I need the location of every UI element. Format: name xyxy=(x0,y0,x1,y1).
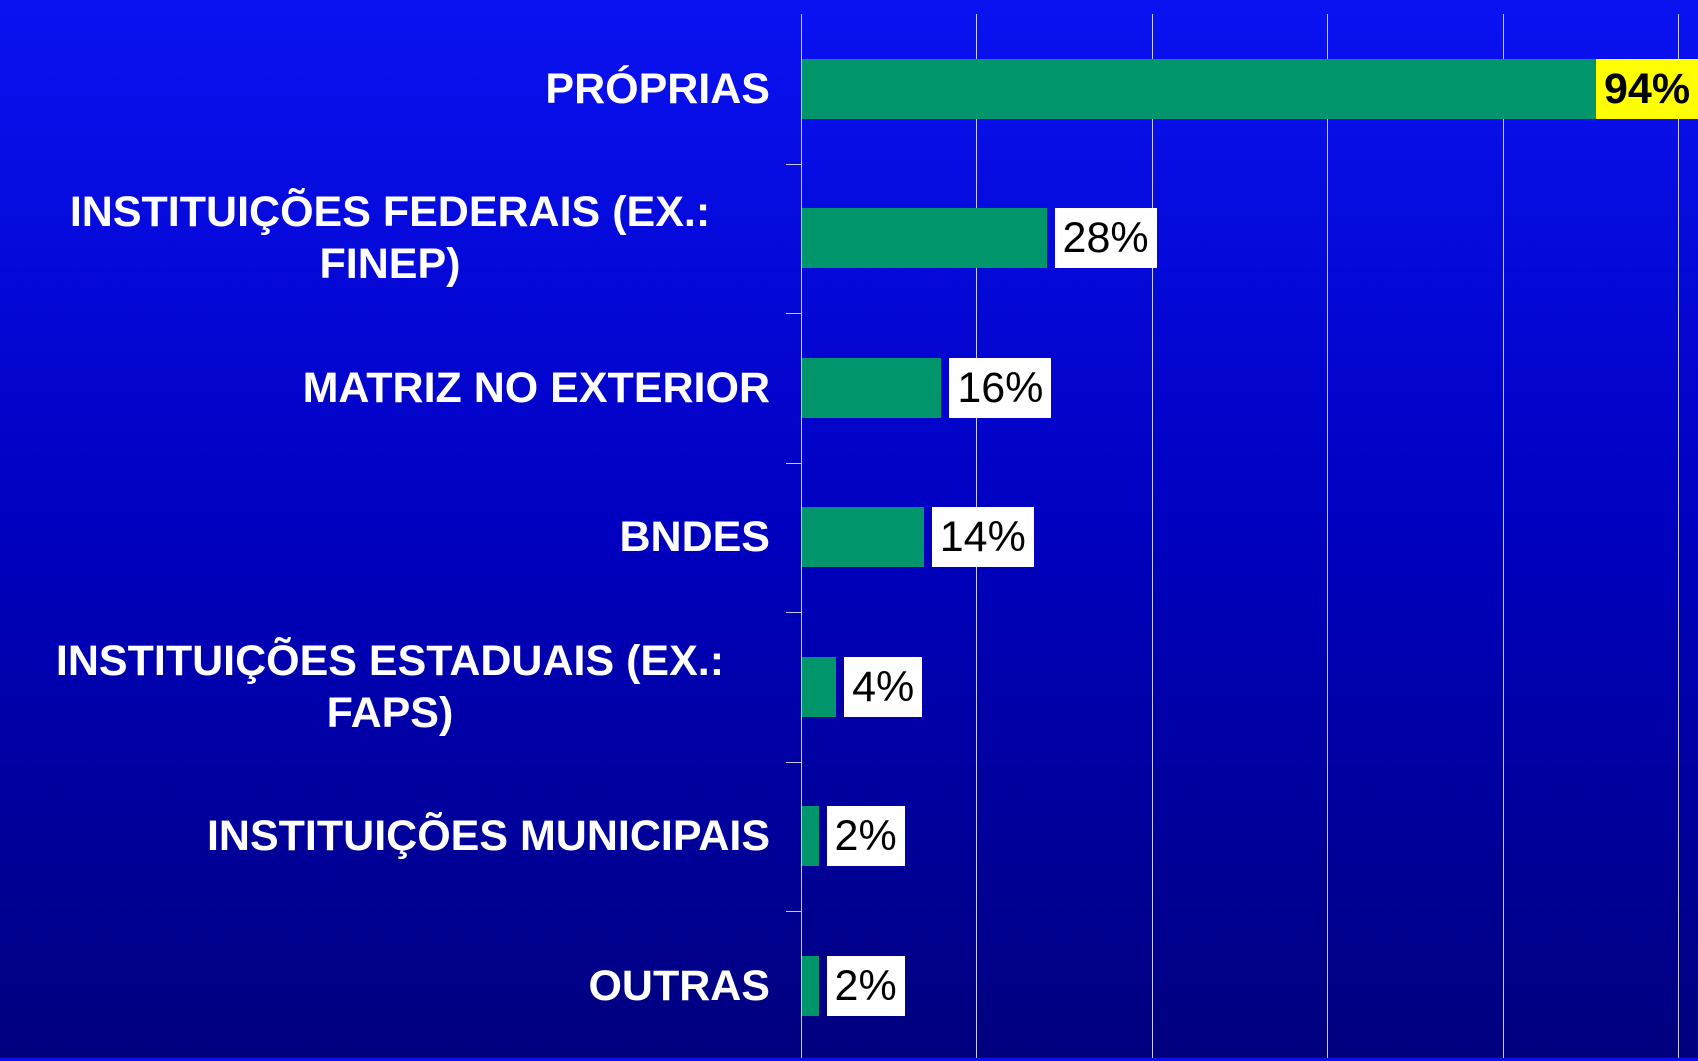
category-text: INSTITUIÇÕES MUNICIPAIS xyxy=(206,812,770,861)
axis-tick xyxy=(786,761,801,763)
category-label: PRÓPRIAS xyxy=(10,14,770,164)
bar xyxy=(801,208,1047,269)
grid-line xyxy=(1151,14,1153,1058)
category-text: PRÓPRIAS xyxy=(545,64,770,113)
axis-line xyxy=(801,14,802,1058)
axis-tick xyxy=(786,911,801,913)
bar xyxy=(801,58,1626,119)
axis-tick xyxy=(786,163,801,165)
grid-line xyxy=(1502,14,1504,1058)
bar xyxy=(801,806,819,867)
category-text: MATRIZ NO EXTERIOR xyxy=(302,363,770,412)
bar xyxy=(801,507,924,568)
category-label: INSTITUIÇÕES MUNICIPAIS xyxy=(10,762,770,912)
value-label: 94% xyxy=(1596,58,1698,119)
category-text: INSTITUIÇÕES ESTADUAIS (EX.: FAPS) xyxy=(55,636,725,737)
value-label: 4% xyxy=(844,656,923,717)
bar xyxy=(801,955,819,1016)
value-label: 16% xyxy=(949,357,1052,418)
bar xyxy=(801,357,942,418)
category-label: MATRIZ NO EXTERIOR xyxy=(10,313,770,463)
grid-line xyxy=(1678,14,1679,1058)
category-text: OUTRAS xyxy=(588,961,770,1010)
bar xyxy=(801,656,837,717)
category-label: INSTITUIÇÕES FEDERAIS (EX.: FINEP) xyxy=(10,164,770,314)
axis-tick xyxy=(786,462,801,464)
axis-tick xyxy=(786,612,801,614)
category-text: INSTITUIÇÕES FEDERAIS (EX.: FINEP) xyxy=(69,188,711,289)
category-label: OUTRAS xyxy=(10,911,770,1061)
value-label: 2% xyxy=(826,806,905,867)
value-label: 2% xyxy=(826,955,905,1016)
value-label: 28% xyxy=(1054,208,1157,269)
grid-line xyxy=(1327,14,1329,1058)
category-text: BNDES xyxy=(619,513,770,562)
value-label: 14% xyxy=(931,507,1034,568)
category-label: INSTITUIÇÕES ESTADUAIS (EX.: FAPS) xyxy=(10,612,770,762)
axis-tick xyxy=(786,313,801,315)
category-label: BNDES xyxy=(10,463,770,613)
